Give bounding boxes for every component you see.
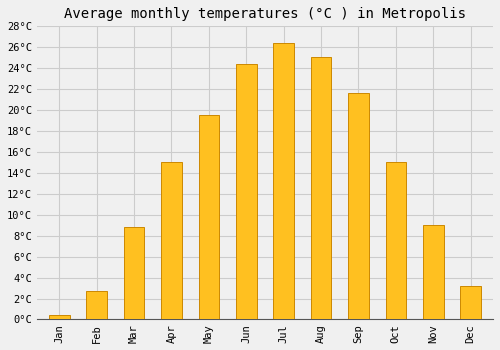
Bar — [348, 93, 368, 320]
Bar — [49, 315, 70, 320]
Bar — [236, 64, 256, 320]
Bar — [161, 162, 182, 320]
Bar — [274, 43, 294, 320]
Bar — [310, 57, 332, 320]
Bar — [386, 162, 406, 320]
Bar — [86, 291, 107, 320]
Bar — [423, 225, 444, 320]
Bar — [460, 286, 481, 320]
Bar — [198, 115, 219, 320]
Bar — [124, 227, 144, 320]
Title: Average monthly temperatures (°C ) in Metropolis: Average monthly temperatures (°C ) in Me… — [64, 7, 466, 21]
